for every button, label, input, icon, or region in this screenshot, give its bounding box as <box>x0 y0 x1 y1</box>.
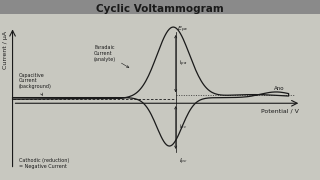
Text: Ano: Ano <box>274 86 284 91</box>
Text: Faradaic
Current
(analyte): Faradaic Current (analyte) <box>94 45 129 68</box>
Text: i$_{pc}$: i$_{pc}$ <box>180 122 188 133</box>
Text: i$_{pa}$: i$_{pa}$ <box>180 58 188 69</box>
Text: Potential / V: Potential / V <box>261 108 299 113</box>
Text: Cathodic (reduction)
= Negative Current: Cathodic (reduction) = Negative Current <box>19 158 69 169</box>
Text: I$_{pc}$: I$_{pc}$ <box>180 157 188 167</box>
FancyBboxPatch shape <box>0 14 320 180</box>
Title: Cyclic Voltammogram: Cyclic Voltammogram <box>96 4 224 14</box>
Text: Capacitive
Current
(background): Capacitive Current (background) <box>19 73 52 95</box>
Text: E$_{pa}$: E$_{pa}$ <box>177 25 188 35</box>
Text: Current / µA: Current / µA <box>3 31 8 69</box>
